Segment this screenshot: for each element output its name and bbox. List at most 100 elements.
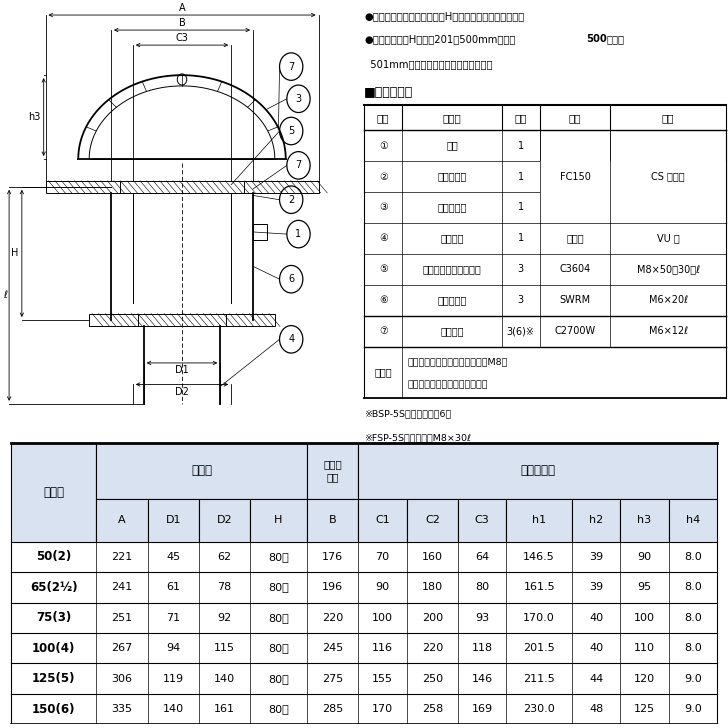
Bar bbox=[11, 663, 717, 694]
Text: 500: 500 bbox=[586, 34, 606, 44]
Text: ※FSP-5SのボルトはM8×30ℓ: ※FSP-5SのボルトはM8×30ℓ bbox=[364, 433, 471, 443]
Text: 3: 3 bbox=[518, 296, 523, 305]
Text: 3: 3 bbox=[296, 94, 301, 104]
Text: 50(2): 50(2) bbox=[36, 550, 71, 563]
Text: C3604: C3604 bbox=[559, 264, 590, 274]
Text: 40: 40 bbox=[589, 613, 604, 623]
Text: 80～: 80～ bbox=[268, 644, 289, 653]
Text: 39: 39 bbox=[589, 552, 604, 562]
Bar bbox=[11, 572, 717, 603]
Text: 170: 170 bbox=[372, 704, 393, 714]
Text: 円高、: 円高、 bbox=[606, 34, 624, 44]
Text: 501mm以上は別途見積もり致します。: 501mm以上は別途見積もり致します。 bbox=[364, 59, 493, 69]
Bar bbox=[358, 499, 407, 542]
Text: 80～: 80～ bbox=[268, 552, 289, 562]
Text: H: H bbox=[274, 515, 282, 525]
Text: 116: 116 bbox=[372, 644, 393, 653]
Text: ③: ③ bbox=[379, 202, 387, 213]
Text: 201.5: 201.5 bbox=[523, 644, 555, 653]
Bar bbox=[458, 499, 507, 542]
Text: 61: 61 bbox=[166, 582, 181, 593]
Text: 90: 90 bbox=[638, 552, 652, 562]
Text: 285: 285 bbox=[322, 704, 344, 714]
Text: 8.0: 8.0 bbox=[684, 613, 702, 623]
Text: 4: 4 bbox=[288, 334, 294, 344]
Bar bbox=[89, 314, 275, 326]
Text: M6×12ℓ: M6×12ℓ bbox=[649, 326, 688, 336]
Bar bbox=[199, 499, 250, 542]
Text: VU 管: VU 管 bbox=[657, 234, 680, 243]
Bar bbox=[307, 499, 358, 542]
Text: CS コート: CS コート bbox=[652, 172, 685, 181]
Text: ●ゴ注文の際はスラブ厚さ（H）寸法をご指示ください。: ●ゴ注文の際はスラブ厚さ（H）寸法をご指示ください。 bbox=[364, 11, 524, 20]
Text: 230.0: 230.0 bbox=[523, 704, 555, 714]
Text: 90: 90 bbox=[376, 582, 389, 593]
Text: h4: h4 bbox=[686, 515, 700, 525]
Text: 8.0: 8.0 bbox=[684, 552, 702, 562]
Text: 125(5): 125(5) bbox=[32, 672, 75, 685]
Text: h1: h1 bbox=[532, 515, 546, 525]
Text: 7: 7 bbox=[288, 62, 294, 71]
Text: 306: 306 bbox=[111, 673, 132, 684]
Text: 220: 220 bbox=[322, 613, 344, 623]
Text: D1: D1 bbox=[175, 365, 189, 375]
Text: ●スラブ厚さ（H）寸法201～500mmまでは: ●スラブ厚さ（H）寸法201～500mmまでは bbox=[364, 34, 515, 44]
Text: 146.5: 146.5 bbox=[523, 552, 555, 562]
Text: 200: 200 bbox=[422, 613, 443, 623]
Text: 防水層押え: 防水層押え bbox=[438, 172, 467, 181]
Text: h3: h3 bbox=[638, 515, 652, 525]
Text: 8.0: 8.0 bbox=[684, 644, 702, 653]
Bar bbox=[11, 542, 717, 572]
Text: ④: ④ bbox=[379, 234, 387, 243]
Text: ⑥: ⑥ bbox=[379, 296, 387, 305]
Bar bbox=[11, 603, 717, 633]
Bar bbox=[96, 443, 307, 499]
Text: 180: 180 bbox=[422, 582, 443, 593]
Text: 止めビス: 止めビス bbox=[440, 326, 464, 336]
Text: 9.0: 9.0 bbox=[684, 673, 702, 684]
Text: 付属品: 付属品 bbox=[374, 367, 392, 377]
Text: 呼ビ径: 呼ビ径 bbox=[43, 486, 64, 499]
Text: 材質: 材質 bbox=[569, 113, 581, 123]
Text: 塗ビ管: 塗ビ管 bbox=[566, 234, 584, 243]
Text: M8×50（30）ℓ: M8×50（30）ℓ bbox=[637, 264, 700, 274]
Text: 160: 160 bbox=[422, 552, 443, 562]
Text: 155: 155 bbox=[372, 673, 393, 684]
Text: 196: 196 bbox=[322, 582, 343, 593]
Text: 250: 250 bbox=[422, 673, 443, 684]
Text: FC150: FC150 bbox=[560, 172, 590, 181]
Text: 161.5: 161.5 bbox=[523, 582, 555, 593]
Text: 125: 125 bbox=[634, 704, 655, 714]
Text: ストレーナ: ストレーナ bbox=[521, 464, 555, 477]
Text: C2700W: C2700W bbox=[555, 326, 596, 336]
Bar bbox=[620, 499, 669, 542]
Bar bbox=[148, 499, 199, 542]
Text: 161: 161 bbox=[214, 704, 235, 714]
Text: C3: C3 bbox=[175, 33, 189, 43]
Text: CS コート: CS コート bbox=[652, 172, 685, 181]
Text: 93: 93 bbox=[475, 613, 489, 623]
Text: 110: 110 bbox=[634, 644, 655, 653]
Text: 120: 120 bbox=[634, 673, 655, 684]
Text: 80～: 80～ bbox=[268, 673, 289, 684]
Text: 92: 92 bbox=[218, 613, 232, 623]
Text: 防水層
押え: 防水層 押え bbox=[323, 459, 342, 482]
Text: 39: 39 bbox=[589, 582, 604, 593]
Text: 1: 1 bbox=[518, 172, 523, 181]
Bar bbox=[11, 443, 96, 542]
Text: 100: 100 bbox=[634, 613, 655, 623]
Text: 3(6)※: 3(6)※ bbox=[507, 326, 534, 336]
Text: 119: 119 bbox=[162, 673, 183, 684]
Text: B: B bbox=[178, 18, 186, 28]
Text: 9.0: 9.0 bbox=[684, 704, 702, 714]
Text: 64: 64 bbox=[475, 552, 489, 562]
Text: 71: 71 bbox=[166, 613, 181, 623]
Text: FC150: FC150 bbox=[560, 172, 590, 181]
Text: 62: 62 bbox=[218, 552, 232, 562]
Bar bbox=[11, 633, 717, 663]
Text: 100(4): 100(4) bbox=[32, 642, 75, 654]
Text: スリーブ: スリーブ bbox=[440, 234, 464, 243]
Text: 70: 70 bbox=[376, 552, 389, 562]
Text: 335: 335 bbox=[111, 704, 132, 714]
Bar bbox=[407, 499, 458, 542]
